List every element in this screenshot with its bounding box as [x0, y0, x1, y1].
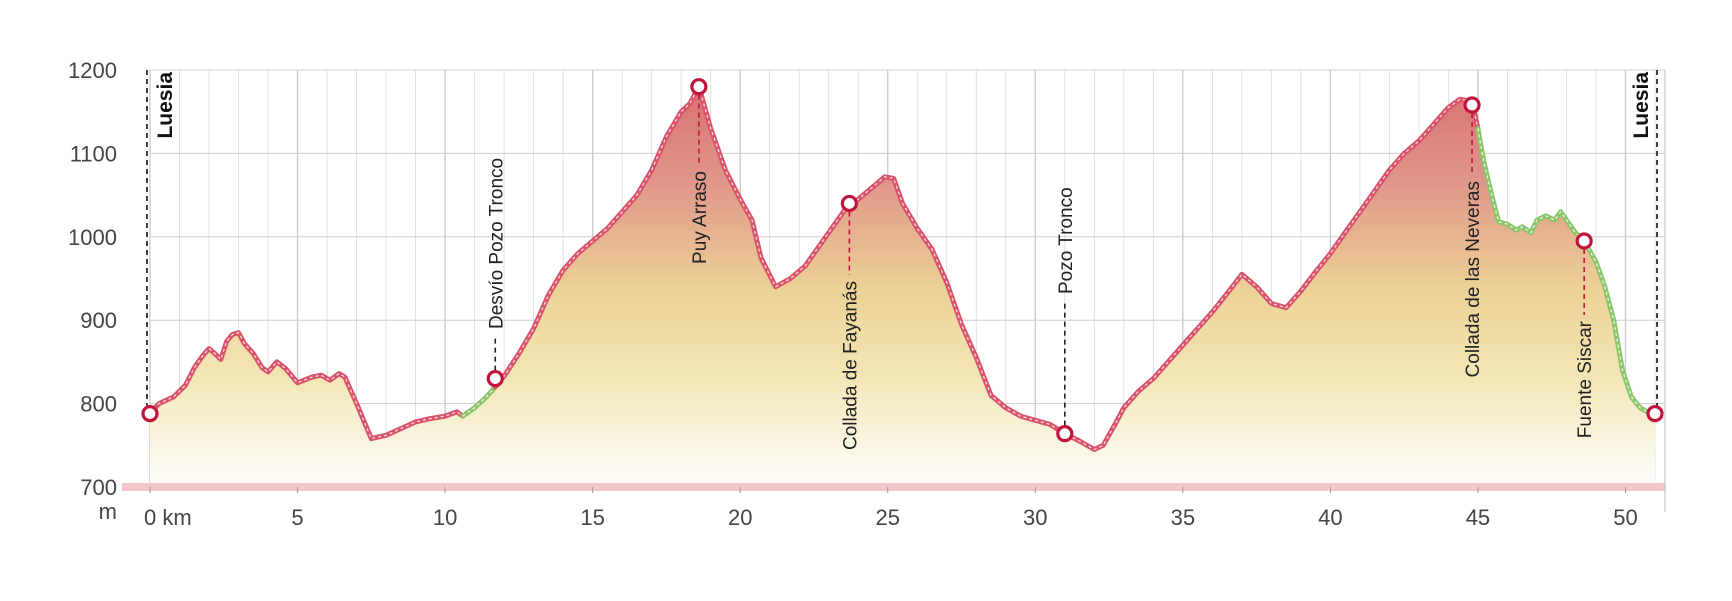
x-tick-label: 50 — [1613, 505, 1637, 530]
elevation-area — [150, 86, 1655, 487]
baseline — [122, 70, 1666, 512]
x-tick-label: 20 — [728, 505, 752, 530]
y-unit-label: m — [99, 499, 117, 524]
x-tick-label: 45 — [1466, 505, 1490, 530]
x-tick-label: 30 — [1023, 505, 1047, 530]
x-tick-label: 5 — [291, 505, 303, 530]
waypoint-marker — [1575, 232, 1593, 250]
x-tick-label: 25 — [876, 505, 900, 530]
baseline-band — [122, 483, 1665, 491]
waypoint-marker — [141, 405, 159, 423]
x-tick-label: 40 — [1318, 505, 1342, 530]
waypoint-marker — [1646, 405, 1664, 423]
x-tick-label: 35 — [1171, 505, 1195, 530]
y-tick-label: 1200 — [68, 58, 117, 83]
y-tick-label: 900 — [80, 308, 117, 333]
waypoint-label: Puy Arraso — [690, 171, 711, 264]
y-tick-label: 1100 — [70, 141, 117, 166]
waypoint-marker — [1463, 96, 1481, 114]
waypoint-marker — [840, 194, 858, 213]
waypoint-marker — [690, 78, 708, 96]
x-tick-label: 15 — [580, 505, 604, 530]
x-tick-label: 0 km — [144, 505, 192, 530]
waypoint-label: Collada de Fayanás — [840, 281, 861, 450]
elevation-fill — [150, 86, 1655, 487]
profile-segment-dash — [462, 386, 496, 417]
waypoint-label: Luesia — [1630, 72, 1653, 139]
profile-segment-dash — [494, 85, 1479, 451]
y-tick-label: 800 — [80, 392, 117, 417]
profile-segment-dash — [149, 331, 464, 440]
y-tick-label: 1000 — [68, 225, 117, 250]
waypoint-label: Fuente Siscar — [1575, 320, 1596, 438]
axes: 700 800 900 1000 1100 1200 m 0 km 5 10 15 20 25 30 35 4… — [68, 58, 1638, 530]
waypoint-marker — [1056, 425, 1074, 443]
waypoints: Luesia Desvío Pozo Tronco Puy Arraso Collad… — [141, 70, 1664, 450]
waypoint-label: Luesia — [154, 72, 177, 139]
elevation-line — [147, 84, 1658, 452]
profile-segment-dash — [1477, 128, 1656, 415]
waypoint-label: Desvío Pozo Tronco — [486, 158, 507, 329]
x-tick-label: 10 — [433, 505, 457, 530]
waypoint-marker — [486, 369, 504, 388]
waypoint-label: Collada de las Neveras — [1463, 181, 1484, 377]
y-tick-label: 700 — [80, 475, 117, 500]
waypoint-label: Pozo Tronco — [1056, 187, 1077, 294]
